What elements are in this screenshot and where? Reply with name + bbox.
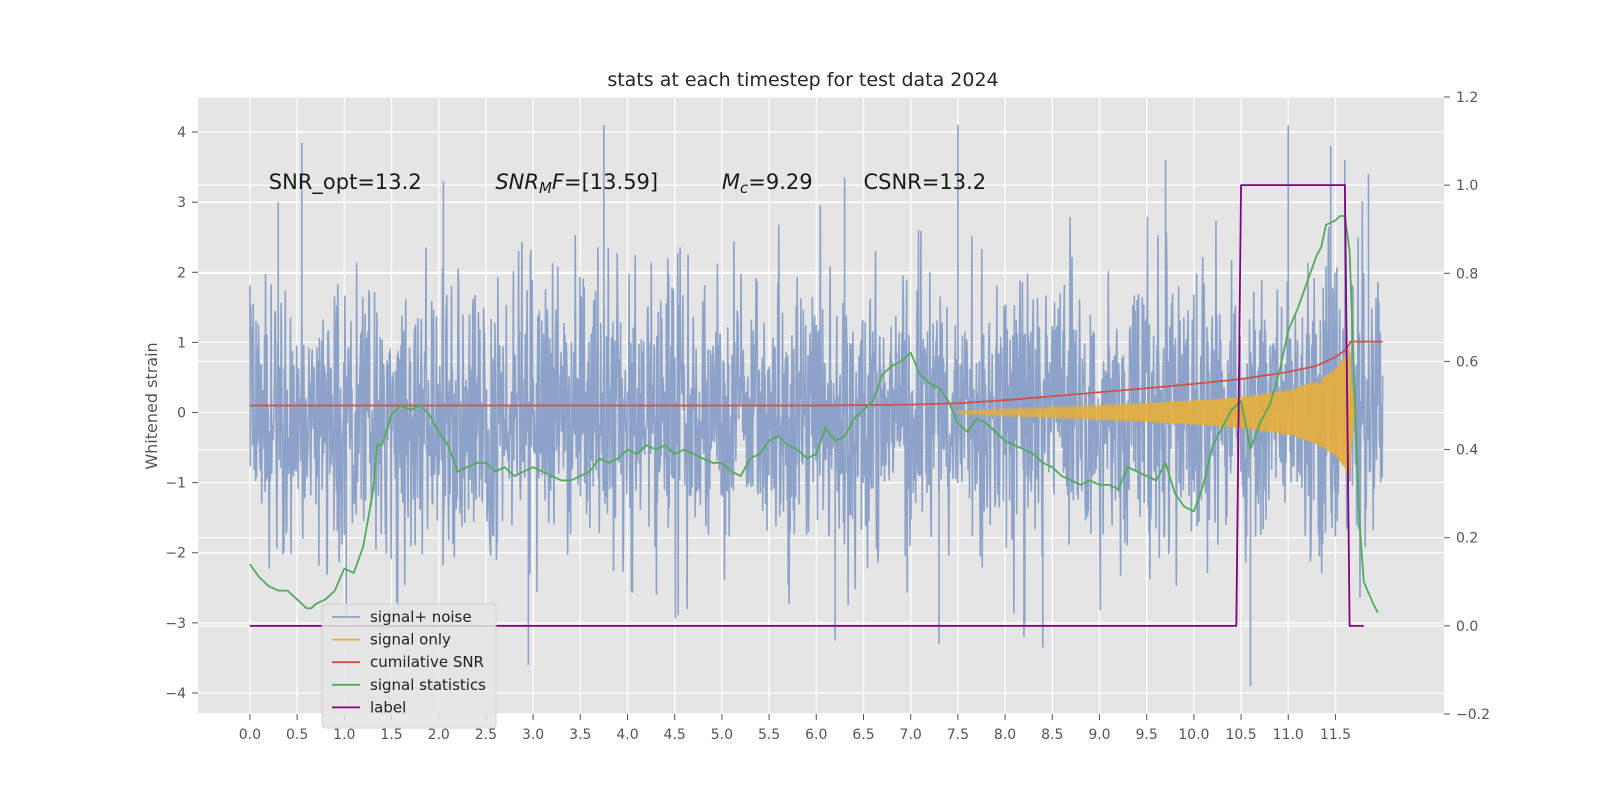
y-tick-label: 1	[177, 335, 186, 351]
y-axis-label: Whitened strain	[142, 342, 161, 469]
plot-area	[249, 125, 1384, 686]
x-tick-label: 9.0	[1088, 727, 1110, 743]
y2-tick-label: 1.2	[1456, 90, 1478, 106]
x-axis: 0.0 0.5 1.0 1.5 2.0 2.5 3.0 3.5 4.0 4.5 5.0 5.5 6.0 6…	[239, 714, 1351, 743]
series-signal-statistics	[249, 215, 1379, 614]
legend-box	[321, 603, 497, 729]
x-tick-label: 8.0	[994, 727, 1016, 743]
y-tick-label: −3	[165, 616, 186, 632]
x-tick-label: 9.5	[1136, 727, 1158, 743]
y2-tick-label: −0.2	[1456, 707, 1490, 723]
y2-tick-label: 0.0	[1456, 619, 1478, 635]
y2-tick-label: 0.6	[1456, 354, 1478, 370]
y-tick-label: −1	[165, 476, 186, 492]
series-label	[249, 184, 1364, 627]
y-tick-label: 4	[177, 125, 186, 141]
legend-label: signal statistics	[370, 676, 486, 694]
x-tick-label: 5.0	[711, 727, 733, 743]
x-tick-label: 0.0	[239, 727, 261, 743]
annotation-snr-mf: SNRMF=[13.59]	[495, 170, 658, 197]
x-tick-label: 5.5	[758, 727, 780, 743]
x-tick-label: 2.0	[428, 727, 450, 743]
annotation-snr-opt: SNR_opt=13.2	[269, 170, 422, 195]
x-tick-label: 7.0	[900, 727, 922, 743]
x-tick-label: 6.0	[805, 727, 827, 743]
annotation-chirp-mass: Mc=9.29	[722, 170, 813, 197]
y-axis-left: −4 −3 −2 −1 0 1 2 3 4	[165, 125, 198, 702]
x-tick-label: 6.5	[852, 727, 874, 743]
legend-label: signal only	[370, 631, 451, 649]
legend: signal+ noise signal only cumilative SNR si…	[321, 603, 497, 729]
x-tick-label: 3.5	[569, 727, 591, 743]
x-tick-label: 7.5	[947, 727, 969, 743]
legend-label: signal+ noise	[370, 608, 472, 626]
y-tick-label: 2	[177, 265, 186, 281]
series-signal-only	[957, 346, 1355, 479]
y-axis-right: −0.2 0.0 0.2 0.4 0.6 0.8 1.0 1.2	[1444, 90, 1490, 723]
y2-tick-label: 1.0	[1456, 178, 1478, 194]
y-tick-label: 0	[177, 406, 186, 422]
legend-label: label	[370, 698, 406, 716]
x-tick-label: 4.5	[664, 727, 686, 743]
legend-label: cumilative SNR	[370, 653, 484, 671]
x-tick-label: 11.5	[1320, 727, 1351, 743]
x-tick-label: 3.0	[522, 727, 544, 743]
x-tick-label: 11.0	[1273, 727, 1304, 743]
y-tick-label: −2	[165, 546, 186, 562]
x-tick-label: 10.5	[1225, 727, 1256, 743]
y2-tick-label: 0.8	[1456, 266, 1478, 282]
x-tick-label: 0.5	[286, 727, 308, 743]
x-tick-label: 1.0	[333, 727, 355, 743]
y-tick-label: −4	[165, 686, 186, 702]
x-tick-label: 2.5	[475, 727, 497, 743]
y2-tick-label: 0.4	[1456, 443, 1478, 459]
chart-title: stats at each timestep for test data 202…	[607, 69, 998, 91]
x-tick-label: 4.0	[616, 727, 638, 743]
y2-tick-label: 0.2	[1456, 531, 1478, 547]
x-tick-label: 8.5	[1041, 727, 1063, 743]
series-signal-noise	[249, 201, 1384, 624]
annotation-csnr: CSNR=13.2	[863, 170, 986, 194]
y-tick-label: 3	[177, 195, 186, 211]
x-tick-label: 1.5	[380, 727, 402, 743]
x-tick-label: 10.0	[1178, 727, 1209, 743]
annotations: SNR_opt=13.2 SNRMF=[13.59] Mc=9.29 CSNR=13.…	[269, 170, 986, 197]
